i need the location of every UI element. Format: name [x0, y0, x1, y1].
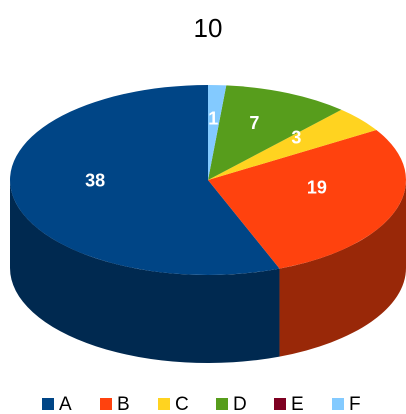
pie-slice — [10, 85, 280, 275]
legend-label: B — [117, 394, 130, 414]
pie-slice — [208, 129, 406, 269]
data-label: 1 — [208, 109, 218, 129]
chart-title: 10 — [194, 13, 223, 43]
legend-swatch — [100, 398, 112, 410]
legend-label: C — [175, 394, 189, 414]
legend-label: D — [233, 394, 247, 414]
legend-swatch — [216, 398, 228, 410]
legend-swatch — [158, 398, 170, 410]
legend-swatch — [42, 398, 54, 410]
pie-slice — [208, 85, 342, 180]
legend-swatch — [274, 398, 286, 410]
data-label: 19 — [307, 177, 327, 197]
data-label: 38 — [85, 170, 105, 190]
legend-swatch — [332, 398, 344, 410]
data-label: 3 — [291, 127, 301, 147]
legend-label: A — [59, 394, 72, 414]
pie-slice — [208, 109, 377, 180]
pie-side — [279, 180, 406, 357]
legend-label: F — [349, 394, 361, 414]
pie-side — [10, 180, 280, 363]
pie-slice — [208, 85, 227, 180]
legend-label: E — [291, 394, 304, 414]
data-label: 7 — [249, 113, 259, 133]
